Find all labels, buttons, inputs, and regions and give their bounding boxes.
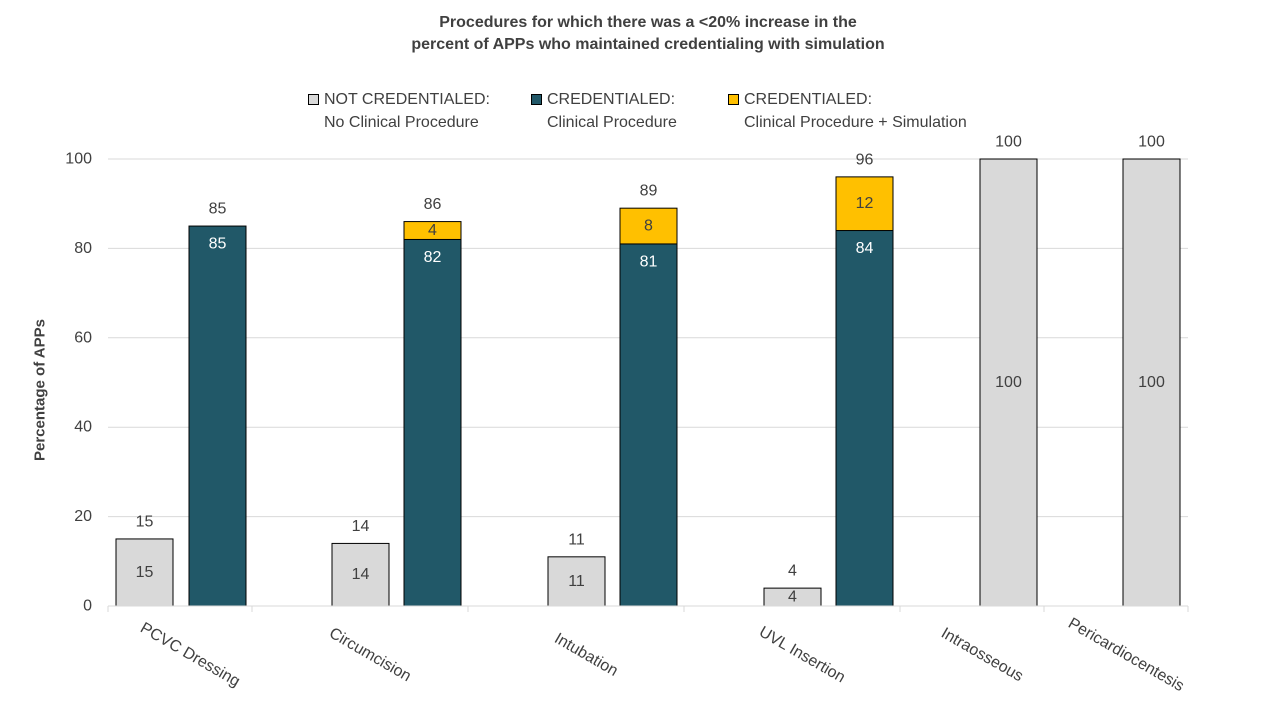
data-label-simulation: 8 xyxy=(644,218,653,235)
bar-credentialed xyxy=(403,238,462,607)
chart-title-line-1: Procedures for which there was a <20% in… xyxy=(439,14,857,31)
data-label-inside: 15 xyxy=(136,564,154,581)
x-tick-label: PCVC Dressing xyxy=(137,620,243,691)
data-label-simulation: 12 xyxy=(856,195,874,212)
data-label-inside: 11 xyxy=(568,573,585,590)
y-tick-label: 40 xyxy=(74,419,92,436)
legend-swatch-credentialed xyxy=(531,94,542,105)
legend-label-line2: Clinical Procedure xyxy=(547,114,677,131)
data-label-inside: 14 xyxy=(352,566,370,583)
x-tick-label: Circumcision xyxy=(326,625,414,686)
data-label-inside: 100 xyxy=(995,374,1022,391)
chart-title-line-2: percent of APPs who maintained credentia… xyxy=(411,36,885,53)
bar-not-credentialed xyxy=(1122,158,1181,607)
bar-simulation xyxy=(403,221,462,240)
legend-item-credentialed: CREDENTIALED: Clinical Procedure xyxy=(531,88,677,134)
data-label-total: 11 xyxy=(568,531,585,548)
bar-simulation xyxy=(835,176,894,232)
legend-swatch-simulation xyxy=(728,94,739,105)
data-label-credentialed: 85 xyxy=(209,236,227,253)
chart-title: Procedures for which there was a <20% in… xyxy=(0,12,1280,56)
bar-not-credentialed xyxy=(331,542,390,607)
legend-label-line2: Clinical Procedure + Simulation xyxy=(744,114,967,131)
bar-not-credentialed xyxy=(979,158,1038,607)
legend-item-not-credentialed: NOT CREDENTIALED: No Clinical Procedure xyxy=(308,88,490,134)
x-tick-label: Intubation xyxy=(551,630,620,680)
y-tick-label: 100 xyxy=(65,151,92,168)
data-label-total: 96 xyxy=(856,151,874,168)
legend-label-line2: No Clinical Procedure xyxy=(324,114,479,131)
data-label-simulation: 4 xyxy=(428,222,437,239)
legend-label-line1: CREDENTIALED: xyxy=(744,91,873,108)
data-label-credentialed: 84 xyxy=(856,240,874,257)
data-label-total: 85 xyxy=(209,201,227,218)
legend-swatch-not-credentialed xyxy=(308,94,319,105)
data-label-total: 14 xyxy=(352,518,370,535)
data-label-credentialed: 82 xyxy=(424,249,442,266)
data-label-total: 100 xyxy=(1138,134,1165,151)
data-label-total: 100 xyxy=(995,134,1022,151)
bar-not-credentialed xyxy=(547,556,606,607)
data-label-credentialed: 81 xyxy=(640,253,658,270)
bar-not-credentialed xyxy=(115,538,174,607)
y-tick-label: 0 xyxy=(83,598,92,615)
legend-label-line1: CREDENTIALED: xyxy=(547,91,676,108)
data-label-total: 89 xyxy=(640,183,658,200)
data-label-inside: 4 xyxy=(788,589,797,606)
legend-label-line1: NOT CREDENTIALED: xyxy=(324,91,490,108)
y-tick-label: 80 xyxy=(74,240,92,257)
data-label-inside: 100 xyxy=(1138,374,1165,391)
data-label-total: 15 xyxy=(136,513,154,530)
y-tick-label: 20 xyxy=(74,508,92,525)
bar-credentialed xyxy=(188,225,247,607)
bar-simulation xyxy=(619,207,678,245)
legend-item-simulation: CREDENTIALED: Clinical Procedure + Simul… xyxy=(728,88,967,134)
bar-credentialed xyxy=(835,230,894,607)
x-tick-label: Pericardiocentesis xyxy=(1065,615,1187,695)
data-label-total: 86 xyxy=(424,196,442,213)
x-tick-label: UVL Insertion xyxy=(756,624,848,687)
x-tick-label: Intraosseous xyxy=(938,625,1026,686)
y-tick-label: 60 xyxy=(74,329,92,346)
bar-credentialed xyxy=(619,243,678,607)
data-label-total: 4 xyxy=(788,563,797,580)
